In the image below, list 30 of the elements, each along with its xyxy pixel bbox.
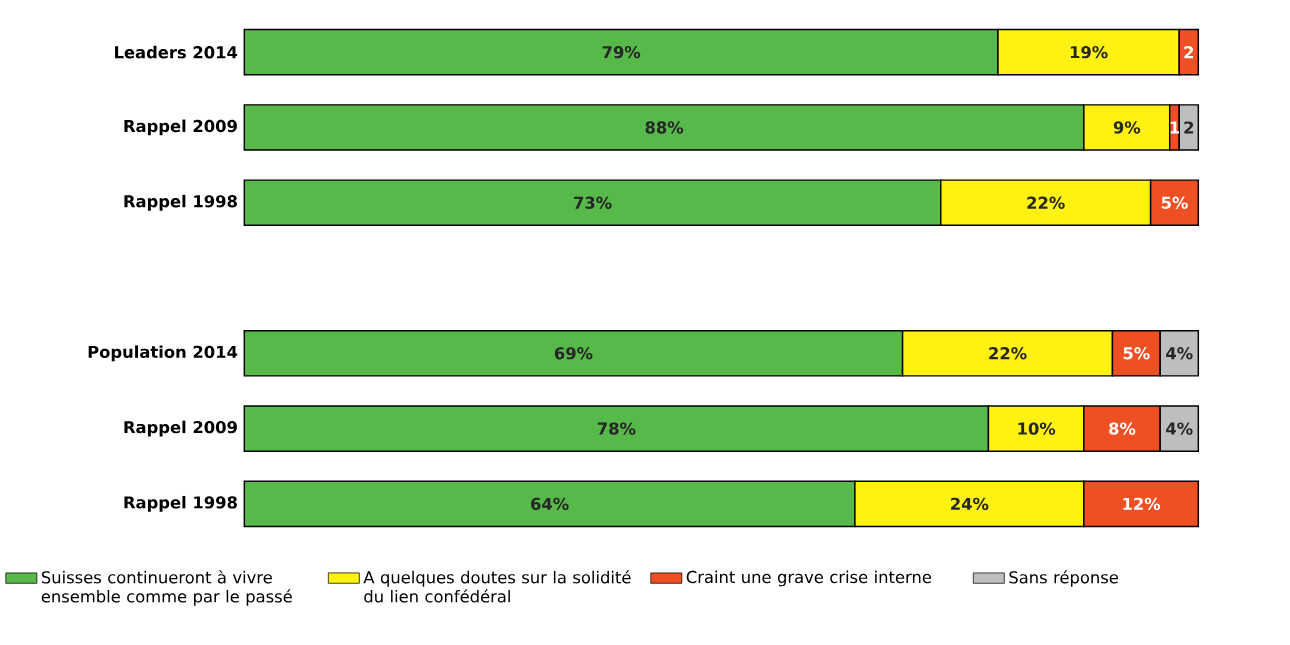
y-tick-label: Rappel 2009	[124, 420, 237, 437]
legend-label: A quelques doutes sur la solidité du lien confédéral	[363, 570, 631, 603]
data-label: 22%	[989, 347, 1027, 360]
data-label: 22%	[1027, 196, 1065, 209]
y-tick-label: Leaders 2014	[115, 45, 238, 59]
data-label: 5%	[1161, 196, 1188, 209]
data-label: 73%	[574, 196, 612, 209]
data-label: 12%	[1123, 497, 1161, 510]
data-label: 4%	[1166, 347, 1193, 360]
legend-label: Craint une grave crise interne	[686, 570, 932, 587]
legend-label: Suisses continueront à vivre ensemble comme par le passé	[41, 570, 292, 606]
data-label: 79%	[602, 45, 641, 59]
data-label: 69%	[554, 347, 593, 360]
data-label: 5%	[1123, 347, 1150, 360]
data-label: 4%	[1166, 422, 1193, 435]
y-tick-label: Rappel 1998	[124, 194, 237, 211]
data-label: 2	[1184, 46, 1194, 59]
data-label: 9%	[1113, 121, 1141, 134]
y-tick-label: Population 2014	[88, 345, 238, 362]
data-label: 10%	[1018, 422, 1056, 435]
data-label: 19%	[1070, 45, 1108, 59]
data-label: 88%	[645, 121, 684, 134]
legend-label: Sans réponse	[1009, 570, 1118, 587]
data-label: 8%	[1109, 422, 1136, 435]
data-label: 78%	[597, 422, 636, 435]
data-label: 2	[1184, 121, 1194, 134]
data-label: 64%	[531, 497, 569, 510]
y-tick-label: Rappel 2009	[124, 119, 237, 136]
data-label: 24%	[951, 497, 989, 510]
y-tick-label: Rappel 1998	[124, 495, 237, 512]
